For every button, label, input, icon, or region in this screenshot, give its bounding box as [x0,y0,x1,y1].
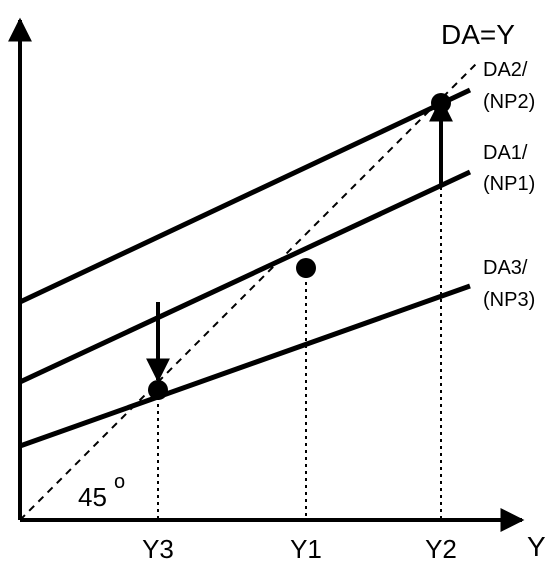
da1-label-line1: DA1/ [483,142,528,164]
da3-label-line1: DA3/ [483,257,528,279]
equilibrium-point-y2 [431,93,451,113]
x-tick-y1: Y1 [290,534,322,563]
x-tick-y2: Y2 [425,534,457,563]
da3-line [19,283,471,449]
da1-label-line2: (NP1) [483,173,535,195]
da2-label-line1: DA2/ [483,59,528,81]
x-tick-y3: Y3 [142,534,174,563]
da-equals-y-label: DA=Y [441,19,515,50]
angle-degree-mark: o [114,471,125,493]
angle-label: 45 [78,482,107,512]
forty-five-degree-line [19,61,479,521]
equilibrium-point-y1 [296,258,316,278]
equilibrium-point-y3 [148,380,168,400]
horizontal-axis-label: Y [527,531,546,562]
da3-label-line2: (NP3) [483,289,535,311]
da2-label-line2: (NP2) [483,91,535,113]
da1-line [18,169,472,385]
da2-line [18,87,472,305]
